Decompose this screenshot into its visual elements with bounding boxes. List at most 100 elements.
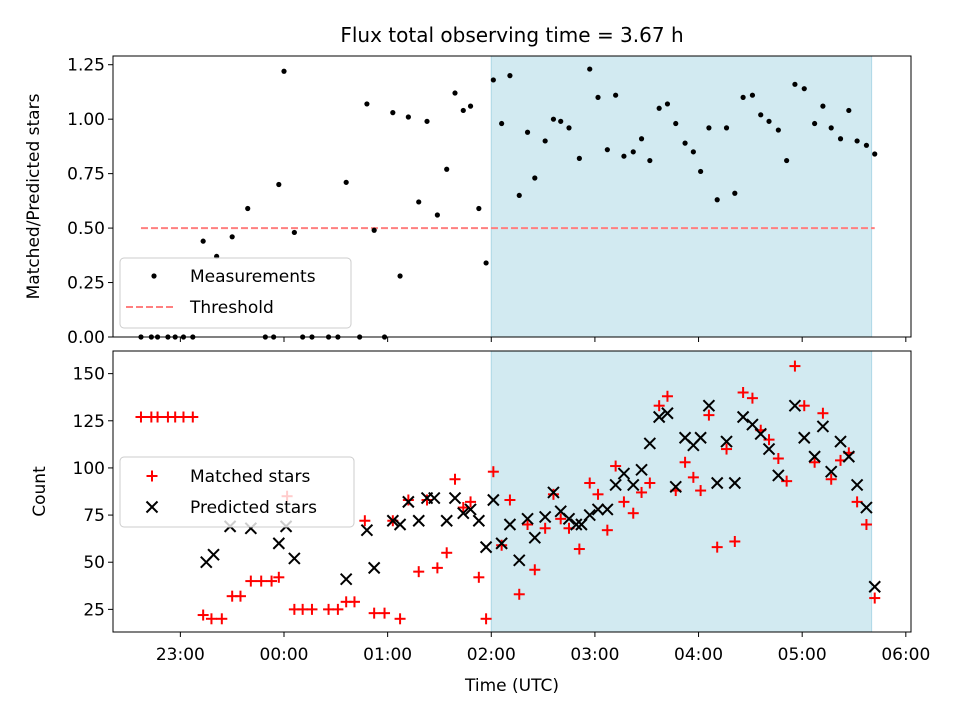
predicted-star-point (207, 548, 220, 561)
x-b (554, 505, 567, 518)
predicted-star-point (288, 552, 301, 565)
x-b (479, 540, 493, 554)
predicted-star-point (669, 480, 682, 493)
chart-title: Flux total observing time = 3.67 h (340, 23, 683, 47)
x-b (617, 467, 631, 480)
matched-star-point (245, 575, 257, 587)
matched-star-point (266, 575, 278, 587)
measurement-point (476, 205, 482, 212)
y-tick-label: 1.00 (67, 110, 105, 130)
measurement-point (507, 73, 513, 79)
matched-star-point (809, 456, 821, 468)
predicted-star-point (788, 399, 802, 412)
predicted-star-point (386, 514, 400, 527)
legend-measurements-label: Measurements (190, 267, 316, 287)
measurement-point (460, 107, 466, 114)
x-b (728, 476, 742, 490)
legend-x (145, 500, 159, 514)
measurement-point (723, 125, 730, 131)
x-b (746, 418, 759, 431)
measurement-point (595, 94, 601, 100)
x-tick-label: 00:00 (260, 645, 309, 665)
x-b (772, 469, 785, 482)
matched-star-point (825, 473, 837, 485)
measurement-point (846, 107, 852, 114)
measurement-point (516, 192, 522, 199)
y-tick-label: 1.25 (67, 56, 105, 76)
predicted-star-point (412, 514, 425, 527)
matched-star-point (547, 488, 559, 500)
matched-star-point (851, 496, 863, 508)
y-tick-label: 125 (73, 412, 105, 432)
measurement-point (784, 157, 790, 164)
x-b (710, 476, 724, 490)
ratio-axes-frame (112, 55, 912, 338)
predicted-star-point (850, 478, 864, 492)
predicted-star-point (627, 478, 640, 492)
x-tick-label: 23:00 (156, 645, 205, 665)
predicted-star-point (816, 420, 830, 433)
matched-star-point (431, 562, 443, 574)
predicted-star-point (798, 431, 811, 444)
matched-star-point (703, 409, 715, 421)
predicted-star-point (635, 463, 648, 477)
predicted-star-point (487, 493, 500, 507)
x-tick-label: 06:00 (881, 645, 930, 665)
count-panel: 25 50 75 100 125 150 23:00 00:00 01:00 02:00 03:0… (30, 350, 930, 696)
legend-matched-marker (146, 470, 158, 482)
measurement-point (276, 181, 282, 188)
predicted-star-point (661, 407, 674, 420)
matched-star-point (644, 477, 656, 489)
predicted-star-point (472, 514, 486, 527)
measurement-point (343, 179, 349, 185)
x-b (842, 450, 856, 463)
x-tick-label: 02:00 (467, 645, 516, 665)
x-b (669, 480, 682, 493)
x-b (808, 450, 821, 463)
matched-star-point (255, 575, 267, 587)
measurement-point (200, 238, 206, 244)
count-legend-box (119, 456, 355, 528)
matched-star-point (860, 519, 872, 531)
count-x-ticks: 23:00 00:00 01:00 02:00 03:00 04:00 05:00 06:00 (156, 632, 930, 665)
predicted-star-point (428, 491, 441, 505)
matched-star-point (413, 566, 425, 578)
legend-predicted-label: Predicted stars (190, 498, 317, 518)
x-b (457, 506, 470, 520)
measurement-point (444, 166, 450, 172)
matched-star-point (737, 386, 749, 398)
predicted-star-point (842, 450, 856, 463)
count-legend: Matched stars Predicted stars (119, 456, 355, 528)
predicted-star-point (495, 537, 508, 550)
legend-predicted-marker (145, 500, 159, 514)
matched-star-point (513, 588, 525, 600)
predicted-star-point (562, 512, 576, 526)
x-b (635, 463, 648, 477)
matched-star-point (197, 609, 209, 621)
matched-star-point (368, 607, 380, 619)
matched-star-point (441, 547, 453, 559)
count-y-axis-label: Count (30, 466, 50, 517)
matched-star-point (496, 539, 508, 551)
matched-star-point (348, 596, 360, 608)
predicted-star-point (393, 518, 407, 531)
matched-star-point (402, 494, 414, 506)
y-tick-label: 0.00 (67, 328, 105, 348)
predicted-star-point (591, 503, 605, 516)
predicted-star-point (457, 506, 470, 520)
matched-star-point (869, 592, 881, 604)
x-b (360, 523, 374, 537)
matched-star-point (539, 522, 551, 534)
legend-plus (146, 470, 158, 482)
x-b (860, 501, 873, 514)
x-axis-label: Time (UTC) (464, 676, 559, 696)
predicted-star-point (754, 427, 767, 441)
y-tick-label: 50 (83, 553, 105, 573)
x-b (448, 491, 462, 505)
ratio-legend: Measurements Threshold (119, 257, 352, 329)
matched-star-point (177, 411, 189, 423)
x-b (868, 580, 881, 593)
measurement-point (483, 260, 489, 266)
matched-star-point (627, 507, 639, 519)
measurement-point (775, 127, 781, 133)
